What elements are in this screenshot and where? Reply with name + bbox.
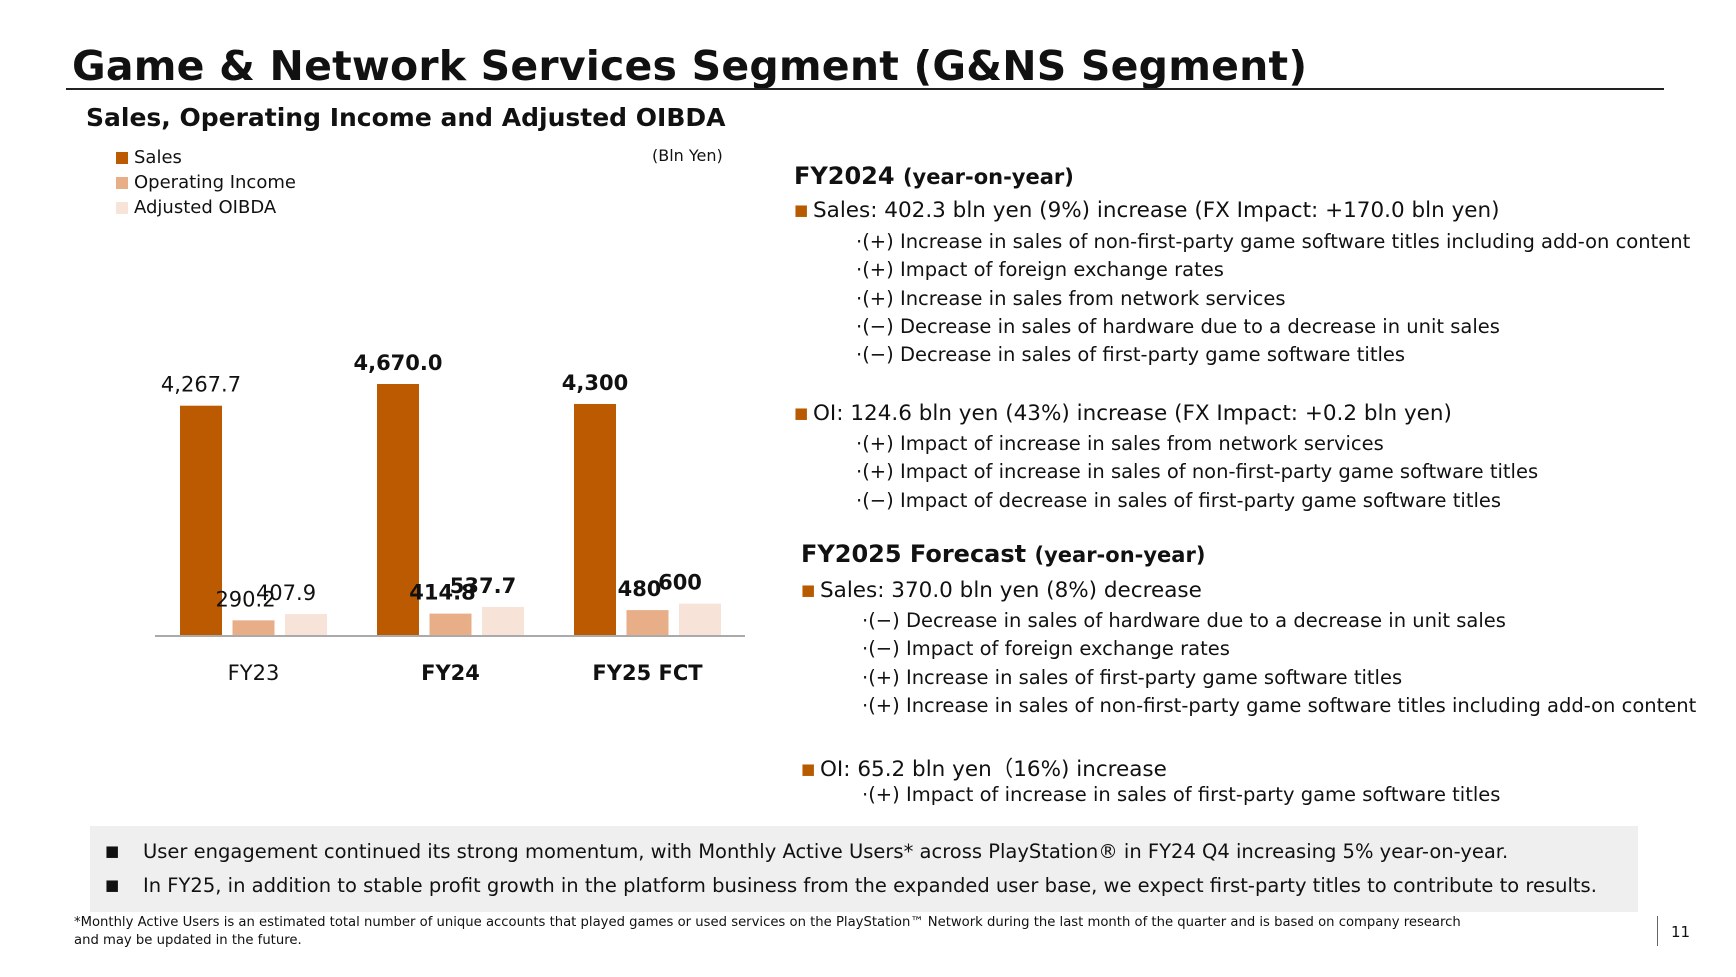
data-label-operating-income: 480 [618,577,662,601]
legend-label-adjusted-oibda: Adjusted OIBDA [134,197,277,218]
x-tick-label: FY25 FCT [592,661,703,685]
fy2024-oi-item: ·(+) Impact of increase in sales of non-… [856,460,1539,483]
x-tick-label: FY24 [421,661,480,685]
data-label-sales: 4,300 [562,371,628,395]
bullet-square-icon: ■ [801,760,816,778]
page-number: 11 [1671,923,1691,941]
fy2025-sales-item: ·(−) Decrease in sales of hardware due t… [862,609,1506,632]
unit-label: (Bln Yen) [652,146,723,165]
bullet-square-icon: ■ [794,201,809,219]
highlights-box: ■ User engagement continued its strong mo… [90,826,1638,912]
data-label-operating-income: 290.2 [215,587,275,611]
legend-label-operating-income: Operating Income [134,172,296,193]
fy2024-heading-text: FY2024 [794,162,895,190]
fy2024-sales-item: ·(+) Impact of foreign exchange rates [856,258,1224,281]
fy2024-sales-text: Sales: 402.3 bln yen (9%) increase (FX I… [813,198,1500,223]
fy2024-oi-text: OI: 124.6 bln yen (43%) increase (FX Imp… [813,401,1452,426]
fy2025-sales-item: ·(+) Increase in sales of first-party ga… [862,666,1403,689]
fy2025-sales-item: ·(−) Impact of foreign exchange rates [862,637,1230,660]
bullet-square-icon: ■ [105,876,120,894]
fy2024-oi-bullet: ■ OI: 124.6 bln yen (43%) increase (FX Im… [794,401,1452,426]
bullet-square-icon: ■ [794,404,809,422]
bullet-square-icon: ■ [105,842,120,860]
highlight-line: ■ User engagement continued its strong mo… [105,840,1508,863]
fy2024-sales-bullet: ■ Sales: 402.3 bln yen (9%) increase (FX … [794,198,1500,223]
data-label-adjusted-oibda: 407.9 [256,581,316,605]
legend-label-sales: Sales [134,147,182,168]
fy2025-heading: FY2025 Forecast (year-on-year) [801,540,1205,568]
legend-item-operating-income: Operating Income [116,170,296,195]
fy2025-oi-text: OI: 65.2 bln yen（16%) increase [820,757,1167,782]
bullet-square-icon: ■ [801,581,816,599]
bar-adjusted-oibda [285,613,327,636]
legend-item-adjusted-oibda: Adjusted OIBDA [116,195,296,220]
page-number-divider [1657,916,1658,946]
fy2025-sales-item: ·(+) Increase in sales of non-first-part… [862,694,1697,717]
legend-swatch-sales [116,151,128,164]
legend-item-sales: Sales [116,145,296,170]
fy2024-heading: FY2024 (year-on-year) [794,162,1074,190]
footnote-line: and may be updated in the future. [74,933,302,948]
bar-sales [574,403,616,636]
highlight-text: User engagement continued its strong mom… [143,840,1509,863]
data-label-adjusted-oibda: 537.7 [450,574,516,598]
bar-operating-income [429,613,472,636]
footnote-line: *Monthly Active Users is an estimated to… [74,915,1461,930]
legend-swatch-adjusted-oibda [116,201,128,214]
legend-swatch-operating-income [116,176,128,189]
x-tick-label: FY23 [228,661,280,685]
title-divider [66,88,1664,90]
fy2025-sales-bullet: ■ Sales: 370.0 bln yen (8%) decrease [801,578,1202,603]
fy2024-oi-item: ·(−) Impact of decrease in sales of firs… [856,489,1502,512]
chart-legend: Sales Operating Income Adjusted OIBDA [116,145,296,220]
bar-operating-income [232,620,275,636]
bar-sales [180,405,222,636]
fy2025-heading-text: FY2025 Forecast [801,540,1027,568]
fy2024-sales-item: ·(+) Increase in sales of non-first-part… [856,230,1691,253]
fy2025-oi-bullet: ■ OI: 65.2 bln yen（16%) increase [801,752,1167,783]
bar-adjusted-oibda [679,603,721,636]
fy2025-heading-suffix: (year-on-year) [1034,543,1206,567]
page-title: Game & Network Services Segment (G&NS Se… [72,42,1308,90]
fy2025-sales-text: Sales: 370.0 bln yen (8%) decrease [820,578,1202,603]
data-label-adjusted-oibda: 600 [658,571,702,595]
fy2024-sales-item: ·(−) Decrease in sales of hardware due t… [856,315,1500,338]
bar-operating-income [626,610,669,636]
fy2024-oi-item: ·(+) Impact of increase in sales from ne… [856,432,1384,455]
data-label-sales: 4,670.0 [353,351,442,375]
data-label-sales: 4,267.7 [161,373,241,397]
footnote: *Monthly Active Users is an estimated to… [74,914,1461,950]
bar-sales [377,384,419,636]
bar-adjusted-oibda [482,606,524,636]
fy2024-sales-item: ·(−) Decrease in sales of first-party ga… [856,343,1406,366]
data-label-operating-income: 414.8 [409,581,475,605]
chart-subtitle: Sales, Operating Income and Adjusted OIB… [86,103,726,132]
fy2025-oi-item: ·(+) Impact of increase in sales of firs… [862,783,1501,806]
highlight-text: In FY25, in addition to stable profit gr… [143,874,1597,897]
highlight-line: ■ In FY25, in addition to stable profit g… [105,874,1597,897]
fy2024-sales-item: ·(+) Increase in sales from network serv… [856,287,1286,310]
fy2024-heading-suffix: (year-on-year) [902,165,1074,189]
